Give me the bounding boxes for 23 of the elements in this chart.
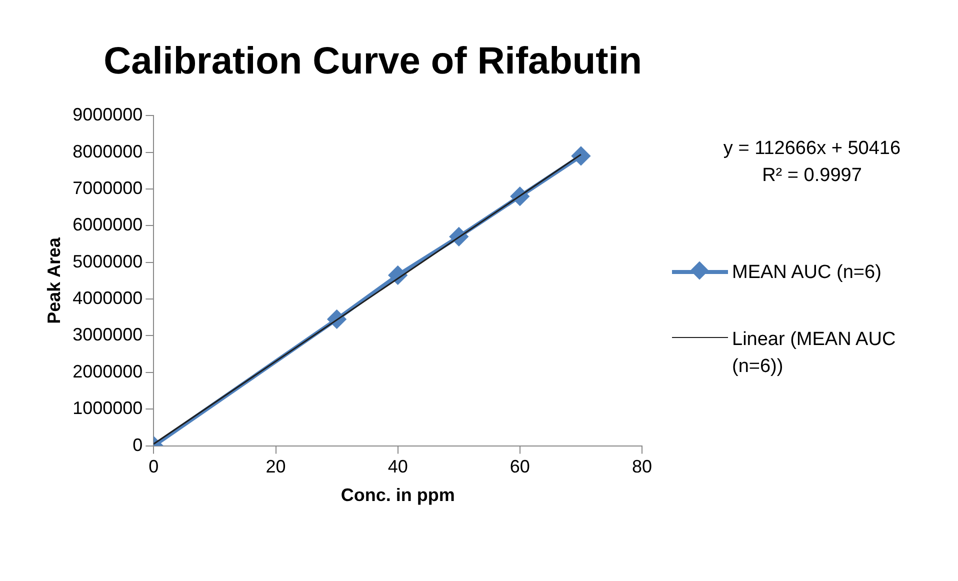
y-tick-label: 1000000 <box>72 398 143 418</box>
point <box>572 146 590 165</box>
y-tick-label: 5000000 <box>72 251 143 272</box>
x-tick-label: 80 <box>632 456 652 477</box>
legend-label: Linear (MEAN AUC (n=6)) <box>732 328 897 379</box>
x-tick-label: 20 <box>266 456 286 477</box>
x-tick-label: 0 <box>148 456 159 477</box>
text: R² = 0.9997 <box>761 164 863 188</box>
legend-label: MEAN AUC (n=6) <box>732 261 882 285</box>
y-tick-label: 6000000 <box>72 214 143 235</box>
y-tick-label: 4000000 <box>72 288 143 308</box>
x-tick-label: 40 <box>388 456 408 477</box>
y-tick-label: 3000000 <box>72 324 143 345</box>
x-axis-title: Conc. in ppm <box>340 485 455 506</box>
x-tick-label: 60 <box>510 456 530 477</box>
y-tick-label: 7000000 <box>72 178 143 198</box>
y-axis-title: Peak Area <box>44 236 64 324</box>
y-tick-label: 9000000 <box>72 104 143 125</box>
y-tick-label: 2000000 <box>72 361 143 382</box>
chart-title: Calibration Curve of Rifabutin <box>104 40 642 82</box>
y-tick-label: 0 <box>132 434 143 455</box>
y-tick-label: 8000000 <box>72 141 143 162</box>
text: y = 112666x + 50416 <box>722 137 902 161</box>
